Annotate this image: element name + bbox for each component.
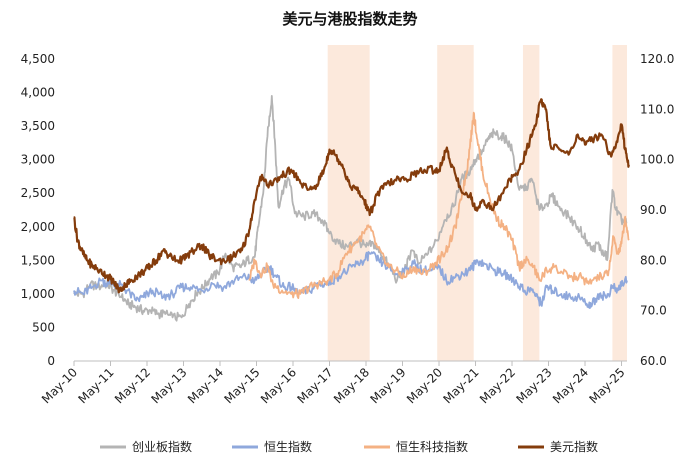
x-tick-label: May-11	[75, 365, 116, 406]
y-right-tick-label: 100.0	[640, 153, 674, 167]
series-line-2	[73, 251, 628, 309]
shaded-period-1	[327, 45, 370, 361]
y-left-tick-label: 1,000	[21, 287, 55, 301]
y-left-tick-label: 500	[32, 320, 55, 334]
x-tick-label: May-24	[550, 365, 591, 406]
x-tick-label: May-19	[367, 365, 408, 406]
x-tick-label: May-15	[221, 365, 262, 406]
series-lines	[73, 95, 630, 322]
x-tick-label: May-22	[477, 365, 518, 406]
legend-label: 恒生科技指数	[396, 439, 468, 454]
y-right-tick-label: 60.0	[640, 354, 667, 368]
x-tick-label: May-18	[331, 365, 372, 406]
y-left-tick-label: 1,500	[21, 253, 55, 267]
x-tick-label: May-25	[586, 365, 627, 406]
x-tick-label: May-23	[513, 365, 554, 406]
series-line-3	[248, 111, 630, 299]
x-tick-label: May-13	[148, 365, 189, 406]
shaded-periods	[327, 45, 627, 361]
shaded-period-4	[612, 45, 627, 361]
y-right-tick-label: 90.0	[640, 203, 667, 217]
y-left-tick-label: 3,000	[21, 153, 55, 167]
legend-label: 恒生指数	[264, 439, 312, 454]
x-tick-label: May-17	[294, 365, 335, 406]
y-right-tick-label: 110.0	[640, 102, 674, 116]
y-left-tick-labels: 0 500 1,000 1,500 2,000 2,500 3,000 3,500 4,000 4…	[21, 52, 55, 368]
x-tick-label: May-21	[440, 365, 481, 406]
legend-label: 美元指数	[550, 439, 598, 454]
y-right-tick-label: 80.0	[640, 253, 667, 267]
chart-title: 美元与港股指数走势	[282, 10, 417, 28]
legend-label: 创业板指数	[132, 439, 192, 454]
y-right-tick-labels: 60.0 70.0 80.0 90.0 100.0 110.0 120.0	[640, 52, 674, 368]
x-tick-label: May-12	[112, 365, 153, 406]
series-line-4	[73, 98, 630, 294]
x-tick-label: May-16	[258, 365, 299, 406]
y-right-tick-label: 70.0	[640, 304, 667, 318]
x-tick-label: May-14	[185, 365, 226, 406]
y-right-tick-label: 120.0	[640, 52, 674, 66]
x-tick-label: May-10	[39, 365, 80, 406]
legend: 创业板指数 恒生指数 恒生科技指数 美元指数	[100, 439, 598, 454]
y-left-tick-label: 3,500	[21, 119, 55, 133]
axes	[73, 360, 627, 366]
y-left-tick-label: 2,500	[21, 186, 55, 200]
y-left-tick-label: 4,000	[21, 86, 55, 100]
y-left-tick-label: 0	[47, 354, 55, 368]
y-left-tick-label: 2,000	[21, 220, 55, 234]
x-tick-labels: May-10May-11May-12May-13May-14May-15May-…	[39, 365, 628, 406]
series-line-1	[73, 95, 628, 322]
y-left-tick-label: 4,500	[21, 52, 55, 66]
x-tick-label: May-20	[404, 365, 445, 406]
